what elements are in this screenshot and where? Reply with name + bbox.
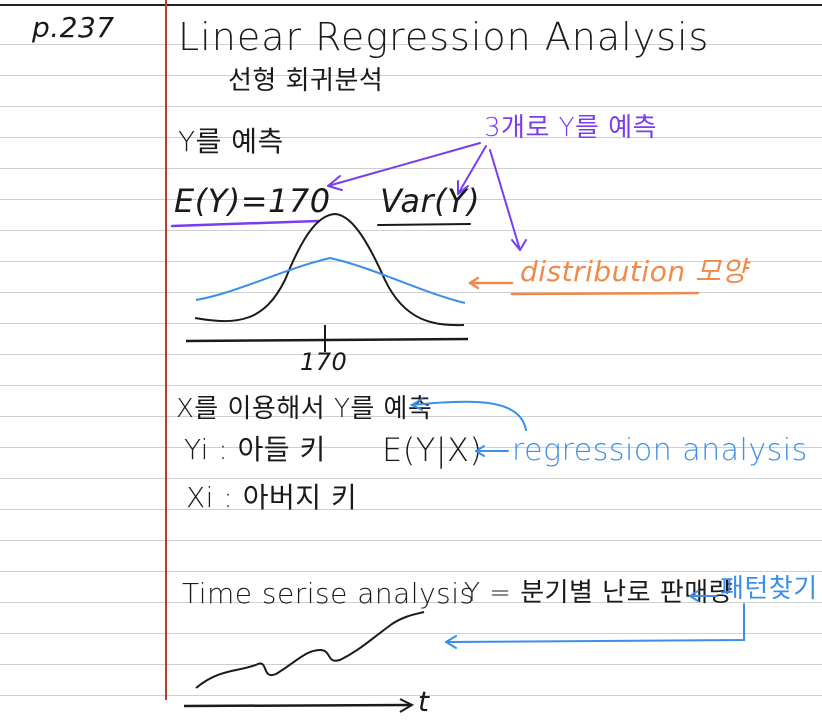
- xi-label: Xi : 아버지 키: [186, 481, 358, 514]
- page-title: Linear Regression Analysis: [178, 15, 710, 59]
- distribution-note: distribution 모양: [520, 255, 748, 288]
- regression-note: regression analysis: [512, 433, 808, 468]
- page-reference: p.237: [32, 11, 115, 44]
- purple-arrows: [327, 142, 527, 251]
- pattern-note: 패턴찾기: [720, 574, 818, 604]
- blue-arrows-regression: [411, 398, 527, 457]
- axis-tick-label: 170: [300, 348, 348, 376]
- yi-label: Yi : 아들 키: [184, 433, 326, 466]
- time-series-line: [195, 611, 425, 689]
- page-subtitle-korean: 선형 회귀분석: [228, 66, 384, 96]
- expectation-text: E(Y)=170: [174, 182, 331, 220]
- time-series-text: Time serise analysis: [182, 577, 475, 610]
- time-axis-arrowhead: [399, 698, 415, 713]
- narrow-normal-curve: [194, 212, 465, 327]
- orange-arrow: [468, 276, 700, 296]
- conditional-expectation: E(Y|X): [382, 431, 483, 469]
- y-definition-text: Y = 분기별 난로 판매량: [464, 578, 734, 608]
- blue-arrows-pattern: [445, 590, 745, 649]
- top-border: [0, 4, 822, 6]
- time-axis-label: t: [418, 685, 430, 718]
- time-axis: [183, 703, 411, 708]
- three-ways-note: 3개로 Y를 예측: [484, 113, 658, 143]
- predict-y-text: Y를 예측: [178, 125, 284, 158]
- distribution-axis: [185, 337, 469, 343]
- expectation-underline: [170, 219, 320, 228]
- variance-underline: [377, 223, 471, 226]
- predict-with-x-text: X를 이용해서 Y를 예측: [176, 394, 433, 424]
- margin-line: [165, 0, 167, 700]
- wide-normal-curve: [195, 256, 466, 304]
